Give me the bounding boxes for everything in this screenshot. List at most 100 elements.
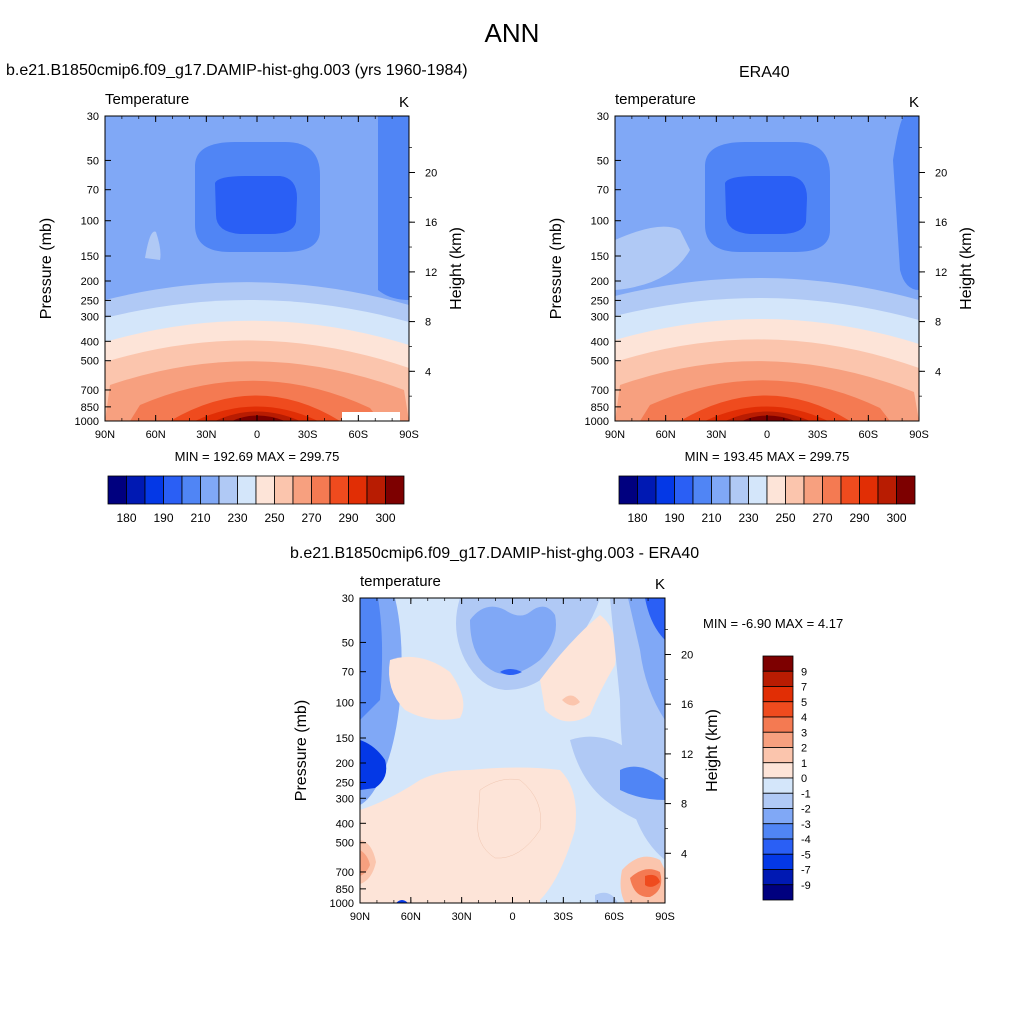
model-colorbar-label: 230: [227, 511, 247, 525]
diff-colorbar-label: 9: [801, 666, 807, 678]
model-y-axis-label: Pressure (mb): [38, 218, 55, 319]
model-height-tick-label: 4: [425, 366, 431, 378]
obs-y-tick-label: 400: [591, 336, 609, 348]
diff-y-tick-label: 1000: [330, 898, 354, 910]
model-x-tick-label: 0: [254, 429, 260, 441]
diff-y-tick-label: 250: [336, 777, 354, 789]
model-colorbar-label: 180: [116, 511, 136, 525]
diff-axes: 90N 60N 30N 0 30S 60S 90S305070100150200250300…: [293, 573, 843, 923]
obs-x-tick-label: 60S: [859, 429, 879, 441]
diff-colorbar-swatch: [762, 838, 794, 855]
diff-colorbar-swatch: [762, 869, 794, 886]
obs-colorbar-label: 230: [738, 511, 758, 525]
obs-height-tick-label: 12: [935, 267, 947, 279]
diff-colorbar-label: 4: [801, 712, 807, 724]
model-units-label: K: [399, 94, 409, 111]
obs-colorbar-label: 300: [886, 511, 906, 525]
diff-y-tick-label: 30: [342, 593, 354, 605]
diff-height-tick-label: 16: [681, 699, 693, 711]
obs-colorbar: 180 190 210 230 250 270 290 300: [618, 475, 916, 525]
model-colorbar-label: 250: [264, 511, 284, 525]
diff-y-tick-label: 300: [336, 793, 354, 805]
obs-y-tick-label: 1000: [585, 416, 609, 428]
diff-colorbar-label: -3: [801, 819, 811, 831]
diff-colorbar-label: 5: [801, 697, 807, 709]
model-colorbar-swatch: [126, 475, 146, 505]
diff-colorbar-swatch: [762, 777, 794, 794]
model-y-tick-label: 200: [81, 276, 99, 288]
model-minmax-label: MIN = 192.69 MAX = 299.75: [175, 449, 340, 464]
diff-colorbar-label: -9: [801, 880, 811, 892]
diff-minmax-label: MIN = -6.90 MAX = 4.17: [703, 616, 843, 631]
obs-minmax-label: MIN = 193.45 MAX = 299.75: [685, 449, 850, 464]
diff-colorbar-swatch: [762, 701, 794, 718]
obs-colorbar-swatch: [785, 475, 805, 505]
model-x-tick-label: 30S: [298, 429, 318, 441]
model-colorbar-swatch: [107, 475, 127, 505]
obs-colorbar-label: 210: [701, 511, 721, 525]
model-colorbar-swatch: [366, 475, 386, 505]
diff-colorbar-label: -4: [801, 834, 811, 846]
main-title: ANN: [484, 18, 540, 48]
obs-colorbar-label: 250: [775, 511, 795, 525]
diff-colorbar-swatch: [762, 686, 794, 703]
obs-y-tick-label: 850: [591, 402, 609, 414]
model-variable-label: Temperature: [105, 91, 189, 108]
obs-contour-plot: [615, 116, 919, 421]
obs-colorbar-swatch: [822, 475, 842, 505]
diff-colorbar-swatch: [762, 808, 794, 825]
obs-y-axis-label: Pressure (mb): [548, 218, 565, 319]
model-axes: 90N 60N 30N 0 30S 60S 90S 30 50 70 100 150 200 250 300…: [38, 91, 465, 464]
diff-y-tick-label: 150: [336, 733, 354, 745]
diff-y-tick-label: 500: [336, 838, 354, 850]
obs-colorbar-label: 290: [849, 511, 869, 525]
obs-y-tick-label: 30: [597, 111, 609, 123]
diff-height-tick-label: 12: [681, 749, 693, 761]
diff-colorbar-label: 1: [801, 758, 807, 770]
model-colorbar-swatch: [200, 475, 220, 505]
model-y-tick-label: 850: [81, 402, 99, 414]
diff-y-tick-label: 200: [336, 758, 354, 770]
diff-y-axis-label: Pressure (mb): [293, 700, 310, 801]
obs-colorbar-swatch: [637, 475, 657, 505]
obs-colorbar-swatch: [674, 475, 694, 505]
diff-y-tick-label: 850: [336, 884, 354, 896]
model-colorbar-swatch: [218, 475, 238, 505]
obs-x-tick-label: 0: [764, 429, 770, 441]
diff-contour-plot: [360, 598, 665, 903]
obs-colorbar-swatch: [803, 475, 823, 505]
model-x-tick-label: 90S: [399, 429, 419, 441]
diff-colorbar-label: 0: [801, 773, 807, 785]
diff-height-tick-label: 8: [681, 799, 687, 811]
obs-x-tick-label: 90N: [605, 429, 625, 441]
model-colorbar-swatch: [255, 475, 275, 505]
obs-colorbar-swatch: [748, 475, 768, 505]
diff-colorbar-label: 3: [801, 727, 807, 739]
diff-x-tick-label: 30S: [554, 911, 574, 923]
obs-x-tick-label: 60N: [656, 429, 676, 441]
diff-colorbar-label: -1: [801, 788, 811, 800]
obs-panel-title: ERA40: [739, 64, 790, 81]
model-colorbar-swatch: [237, 475, 257, 505]
obs-colorbar-swatch: [877, 475, 897, 505]
diff-units-label: K: [655, 576, 665, 593]
diff-colorbar-label: -7: [801, 865, 811, 877]
obs-colorbar-label: 270: [812, 511, 832, 525]
diff-y-tick-label: 70: [342, 667, 354, 679]
obs-y-tick-label: 150: [591, 251, 609, 263]
diff-colorbar-swatch: [762, 884, 794, 901]
diff-x-tick-label: 60S: [604, 911, 624, 923]
model-colorbar-swatch: [385, 475, 405, 505]
obs-y-tick-label: 100: [591, 216, 609, 228]
obs-axes: 90N 60N 30N 0 30S 60S 90S 30 50 70 100 150 200 250 300…: [548, 91, 975, 464]
model-colorbar-swatch: [274, 475, 294, 505]
model-y-tick-label: 50: [87, 155, 99, 167]
model-x-tick-label: 60N: [146, 429, 166, 441]
diff-colorbar-swatch: [762, 823, 794, 840]
diff-colorbar-swatch: [762, 792, 794, 809]
obs-height-tick-label: 8: [935, 317, 941, 329]
diff-height-axis-label: Height (km): [704, 709, 721, 792]
obs-height-axis-label: Height (km): [958, 227, 975, 310]
model-colorbar-swatch: [311, 475, 331, 505]
